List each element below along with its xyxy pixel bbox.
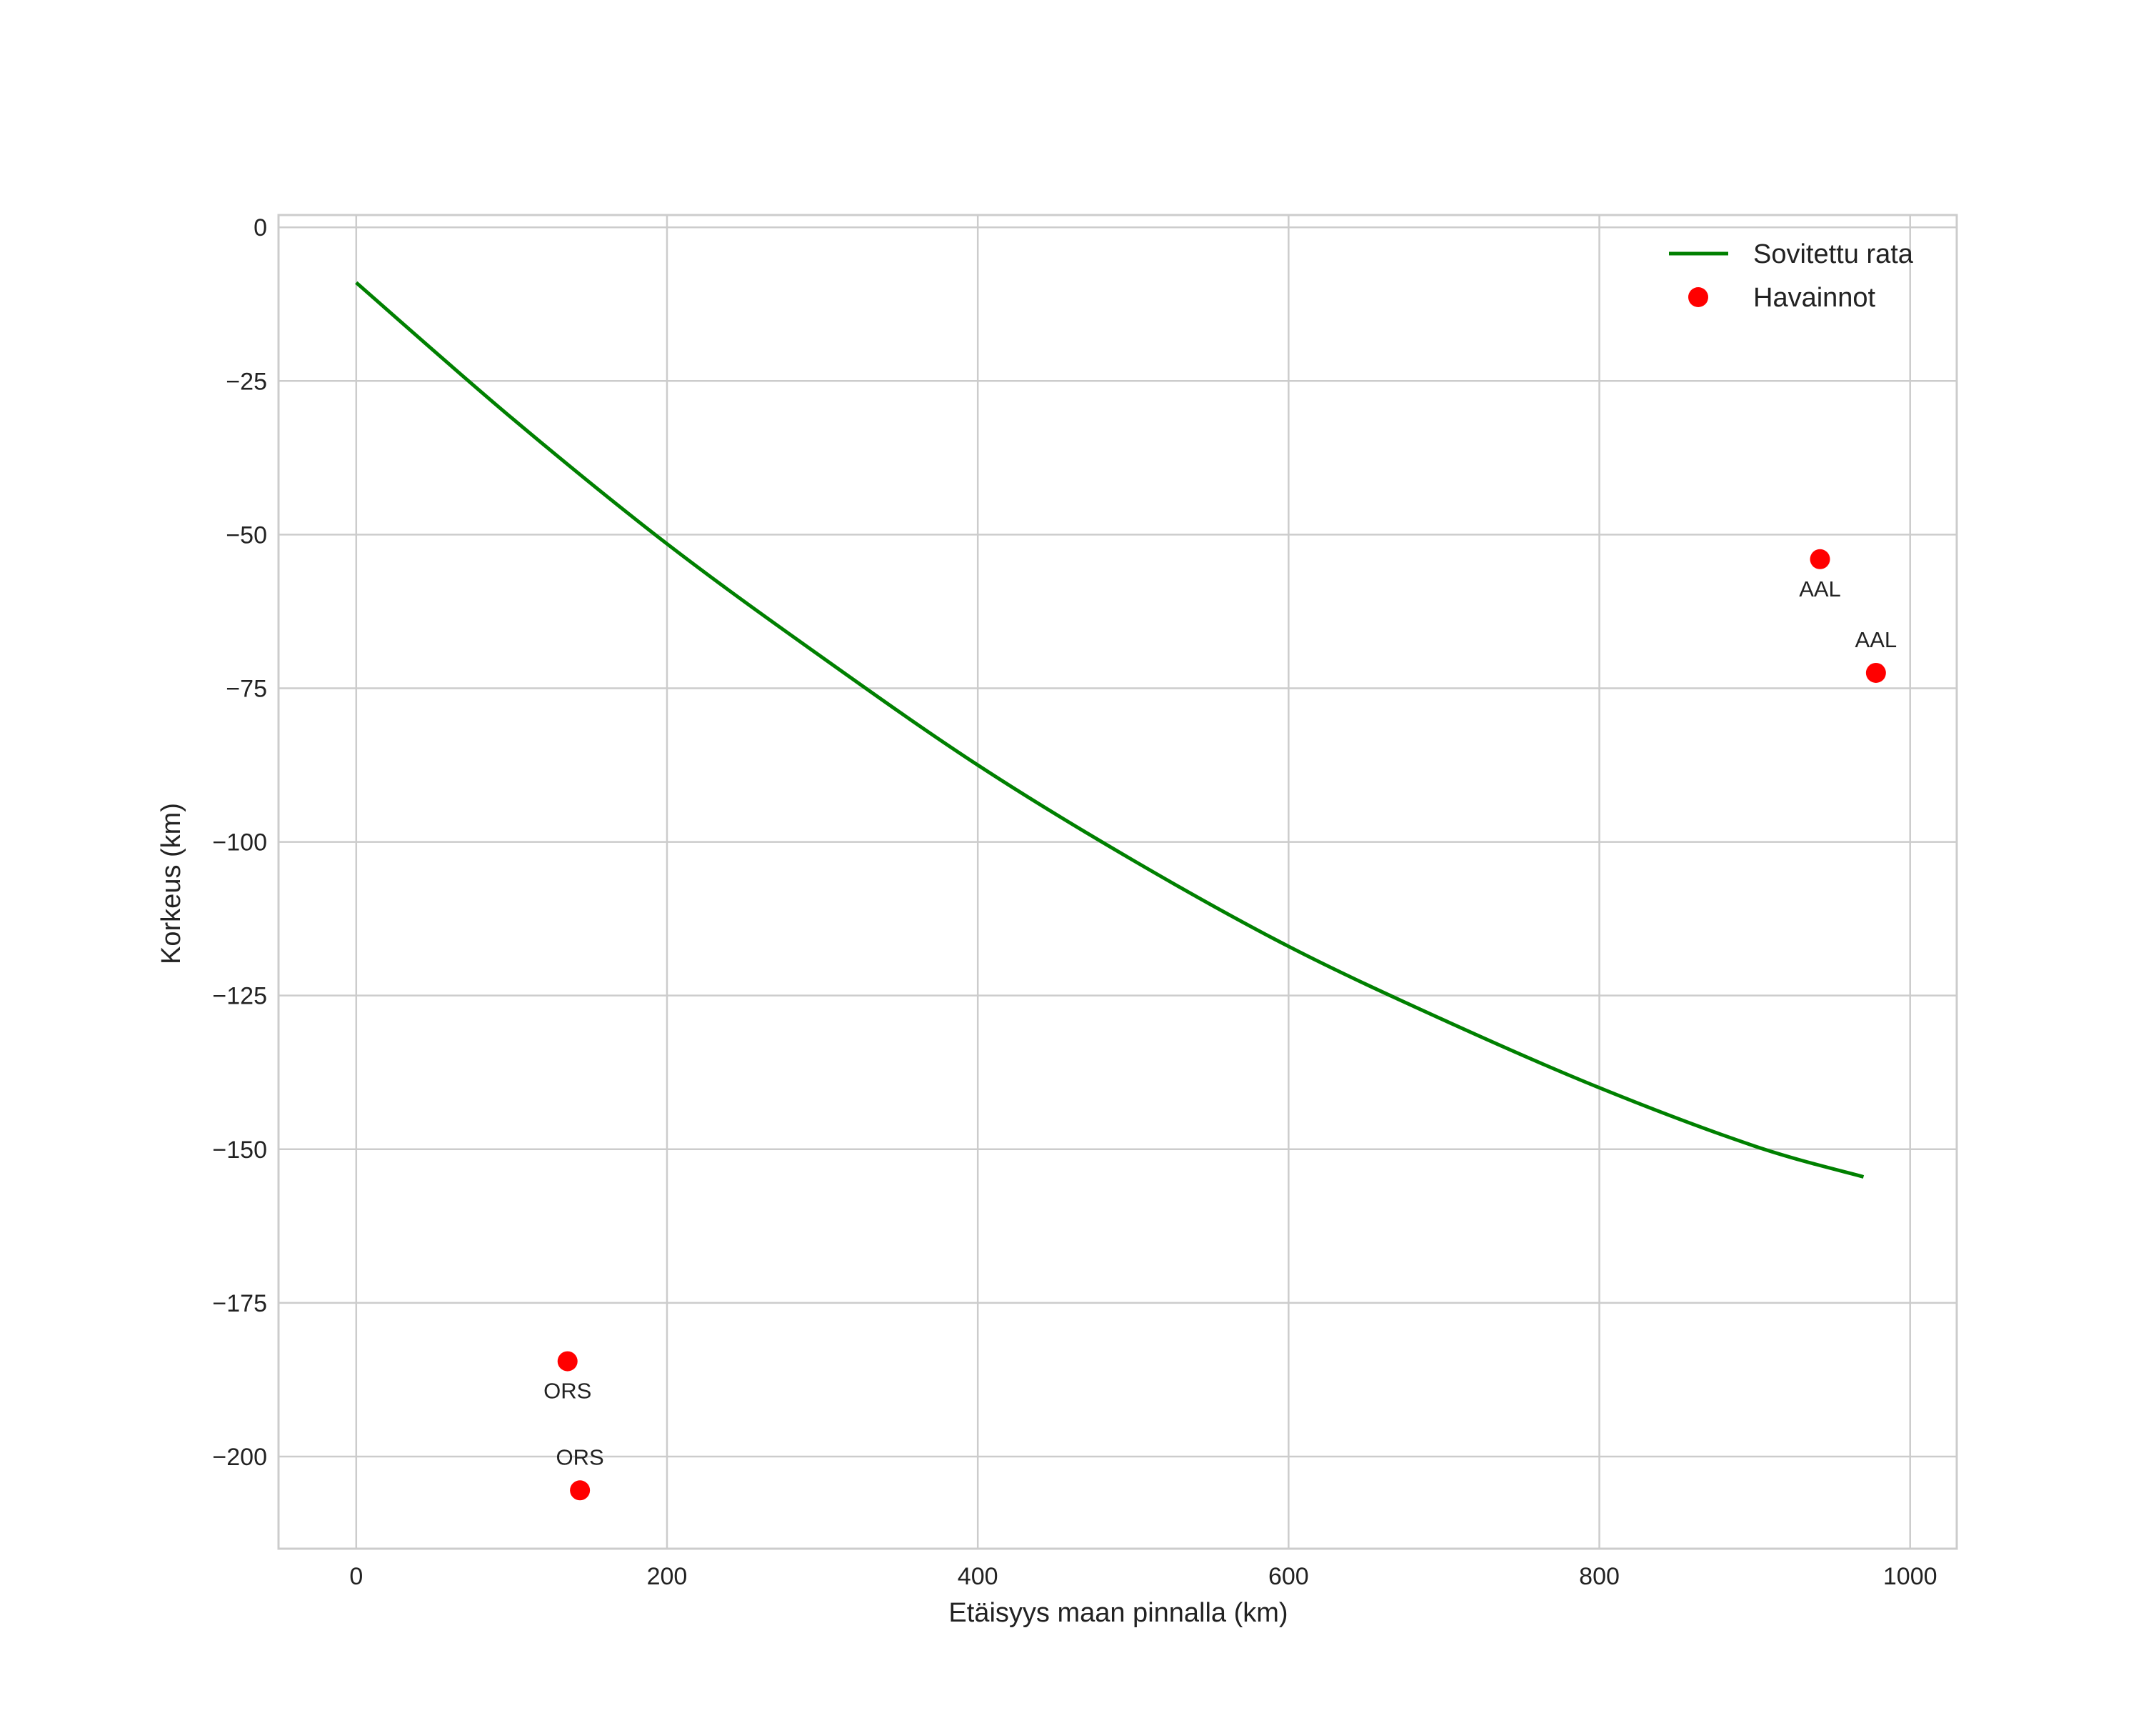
observation-point (557, 1351, 578, 1372)
plot-frame (277, 214, 1958, 1550)
observation-point (570, 1480, 591, 1501)
y-tick-label: −50 (226, 521, 267, 549)
y-tick-label: −25 (226, 368, 267, 395)
observation-label: ORS (556, 1444, 604, 1469)
x-tick-label: 800 (1579, 1563, 1620, 1590)
y-tick-label: −200 (212, 1444, 267, 1471)
y-axis-ticks: 0 −25 −50 −75 −100 −125 −150 −175 −200 (212, 214, 267, 1471)
y-tick-label: −175 (212, 1290, 267, 1317)
x-axis-ticks: 0 200 400 600 800 1000 (349, 1563, 1937, 1590)
fitted-trajectory-line (355, 281, 1865, 1179)
y-tick-label: −100 (212, 829, 267, 856)
observation-point (1865, 662, 1886, 683)
x-tick-label: 0 (349, 1563, 363, 1590)
observation-label: AAL (1855, 627, 1897, 652)
legend-label-points: Havainnot (1753, 283, 1876, 313)
y-tick-label: −125 (212, 983, 267, 1010)
y-axis-label: Korkeus (km) (156, 803, 186, 964)
x-tick-label: 600 (1268, 1563, 1309, 1590)
x-tick-label: 200 (647, 1563, 688, 1590)
series-layer: AAL AAL ORS ORS (355, 281, 1897, 1501)
observation-point (1810, 549, 1830, 569)
legend-marker-swatch (1688, 287, 1708, 307)
y-tick-label: 0 (254, 214, 267, 241)
legend-label-line: Sovitettu rata (1753, 239, 1914, 269)
x-tick-label: 400 (958, 1563, 998, 1590)
y-tick-label: −150 (212, 1137, 267, 1164)
x-axis-label: Etäisyys maan pinnalla (km) (948, 1598, 1288, 1628)
legend: Sovitettu rata Havainnot (1669, 239, 1914, 313)
observation-label: ORS (543, 1379, 591, 1404)
grid (279, 215, 1957, 1549)
y-tick-label: −75 (226, 675, 267, 702)
x-tick-label: 1000 (1883, 1563, 1937, 1590)
observation-label: AAL (1799, 576, 1841, 601)
